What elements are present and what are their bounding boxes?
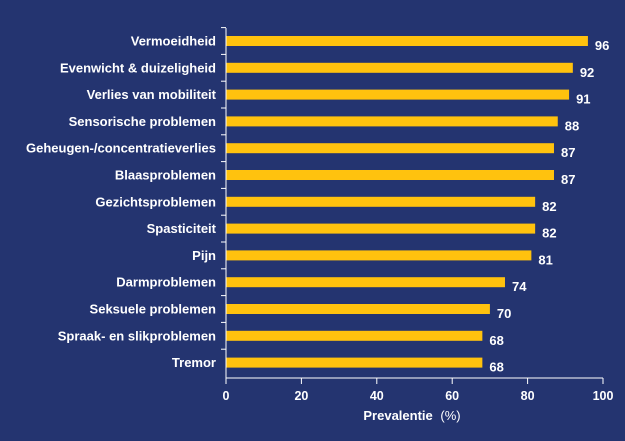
category-label-8: Spasticiteit [147,221,217,236]
category-label-3: Verlies van mobiliteit [87,87,217,102]
value-label-7: 82 [542,199,556,214]
category-label-2: Evenwicht & duizeligheid [60,60,216,75]
value-label-2: 92 [580,65,594,80]
x-tick-label-100: 100 [593,389,614,403]
bar-4 [226,116,558,127]
category-label-7: Gezichtsproblemen [95,194,216,209]
value-label-4: 88 [565,118,579,133]
value-label-12: 68 [489,333,503,348]
category-label-1: Vermoeidheid [131,34,216,49]
value-label-5: 87 [561,145,575,160]
category-label-5: Geheugen-/concentratieverlies [26,141,216,156]
bar-13 [226,357,483,368]
category-label-9: Pijn [192,248,216,263]
x-tick-label-40: 40 [370,389,384,403]
bar-10 [226,277,505,288]
bar-5 [226,143,554,154]
bar-1 [226,36,588,46]
value-label-9: 81 [538,252,552,267]
bar-12 [226,330,483,341]
x-tick-label-20: 20 [294,389,308,403]
value-label-8: 82 [542,226,556,241]
value-label-11: 70 [497,306,511,321]
bars-group [226,36,588,368]
bar-2 [226,62,573,73]
bar-9 [226,250,532,261]
value-label-1: 96 [595,38,609,53]
category-label-11: Seksuele problemen [90,302,216,317]
category-label-10: Darmproblemen [116,275,216,290]
bar-8 [226,223,536,234]
x-axis-title-main: Prevalentie [363,408,432,423]
x-axis-title: Prevalentie (%) [363,408,460,423]
x-ticks-group: 0 20 40 60 80 100 [221,27,614,403]
category-label-4: Sensorische problemen [69,114,216,129]
category-labels-group: Vermoeidheid Evenwicht & duizeligheid Verl… [26,34,217,371]
value-label-10: 74 [512,279,527,294]
bar-7 [226,196,536,207]
bar-6 [226,170,554,180]
x-axis-title-unit: (%) [440,408,460,423]
x-tick-label-60: 60 [445,389,459,403]
x-tick-label-0: 0 [223,389,230,403]
value-label-3: 91 [576,92,590,107]
bar-11 [226,304,490,314]
value-label-6: 87 [561,172,575,187]
bar-3 [226,89,570,100]
category-label-13: Tremor [172,355,216,370]
category-label-6: Blaasproblemen [115,168,216,183]
category-label-12: Spraak- en slikproblemen [58,328,216,343]
value-label-13: 68 [489,360,503,375]
x-tick-label-80: 80 [521,389,535,403]
